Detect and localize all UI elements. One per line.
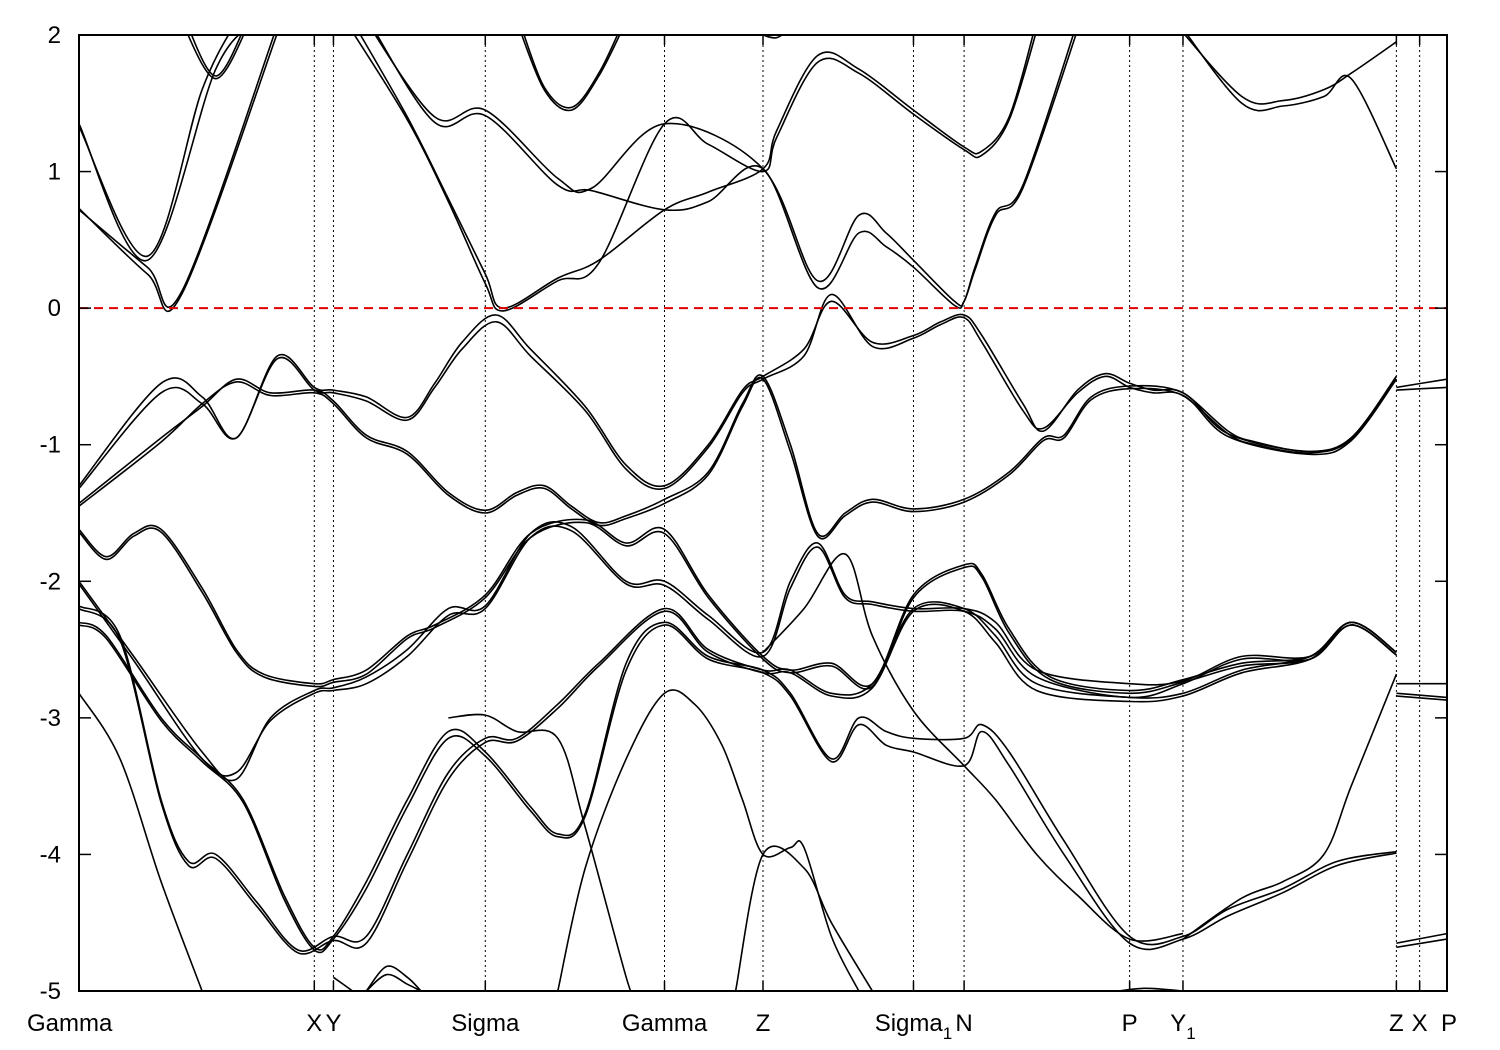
band-line	[1396, 932, 1447, 944]
band-lines	[79, 35, 1447, 991]
band-line	[1182, 673, 1398, 940]
band-line	[79, 374, 1398, 537]
band-line	[79, 692, 203, 991]
x-tick-label: Y1	[1170, 1010, 1195, 1043]
band-line	[365, 965, 422, 991]
band-line	[762, 35, 784, 39]
x-tick-label: Z	[1389, 1010, 1404, 1037]
y-axis: 2 1 0 -1 -2 -3 -4 -5	[40, 22, 1447, 1005]
x-tick-label: Y	[325, 1010, 341, 1037]
band-line	[332, 976, 354, 991]
x-tick-label: P	[1122, 1010, 1138, 1037]
y-tick-label: 1	[48, 159, 61, 186]
band-line	[79, 35, 275, 309]
y-tick-label: -4	[40, 841, 61, 868]
y-tick-label: -2	[40, 568, 61, 595]
band-line	[79, 603, 1397, 955]
x-tick-label: Sigma1	[875, 1010, 953, 1043]
y-tick-label: 2	[48, 22, 61, 49]
band-line	[1396, 378, 1447, 389]
x-tick-label: N	[955, 1010, 972, 1037]
y-tick-label: -3	[40, 705, 61, 732]
band-line	[1396, 938, 1447, 949]
y-tick-label: 0	[48, 295, 61, 322]
y-tick-label: -5	[40, 978, 61, 1005]
band-line	[79, 376, 1398, 540]
band-line	[1396, 692, 1447, 699]
band-line	[79, 293, 1398, 490]
x-tick-label: P	[1441, 1010, 1457, 1037]
plot-frame	[78, 34, 1448, 992]
band-line	[79, 35, 278, 313]
band-line	[353, 35, 1037, 312]
band-line	[79, 521, 1397, 695]
band-line	[79, 518, 1397, 692]
band-line	[376, 35, 1077, 309]
band-line	[79, 521, 1397, 782]
high-symmetry-gridlines	[313, 35, 1421, 991]
band-line	[359, 35, 1034, 309]
band-line	[523, 35, 619, 109]
band-line	[1396, 386, 1447, 391]
band-line	[448, 713, 634, 991]
band-line	[762, 553, 1184, 942]
band-line	[1186, 35, 1398, 170]
y-tick-label: -1	[40, 432, 61, 459]
band-line	[734, 845, 874, 991]
x-axis: Gamma X Y Sigma Gamma Z Sigma1 N P Y1 Z X P	[27, 35, 1457, 1043]
band-line	[79, 624, 1397, 954]
band-line	[190, 35, 242, 77]
x-tick-label: X	[306, 1010, 322, 1037]
band-line	[365, 973, 422, 991]
band-line	[374, 35, 1075, 307]
band-line	[1396, 695, 1447, 701]
x-tick-label: Gamma	[27, 1010, 113, 1037]
band-line	[1184, 35, 1397, 105]
x-tick-label: Z	[756, 1010, 771, 1037]
x-tick-label: Sigma	[451, 1010, 520, 1037]
x-tick-label: Gamma	[622, 1010, 708, 1037]
band-line	[79, 525, 1397, 777]
band-line	[79, 601, 1397, 952]
band-line	[79, 35, 240, 262]
band-line	[557, 689, 860, 991]
band-line	[79, 621, 1397, 951]
band-line	[187, 35, 245, 80]
band-line	[79, 35, 230, 258]
x-tick-label: X	[1412, 1010, 1428, 1037]
band-line	[520, 35, 621, 112]
